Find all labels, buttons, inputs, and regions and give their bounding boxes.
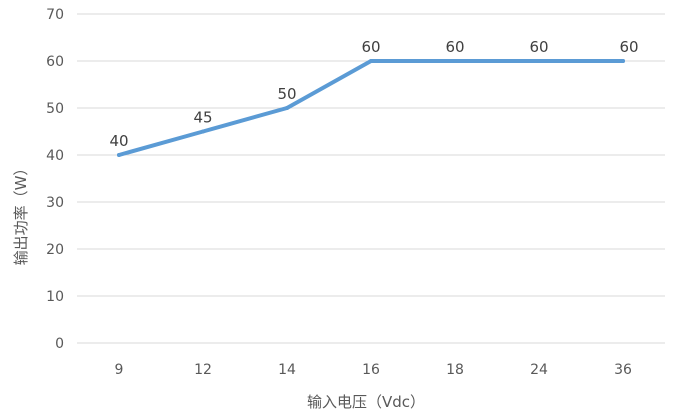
data-label: 60 bbox=[445, 38, 464, 56]
x-tick-label: 18 bbox=[446, 362, 464, 378]
x-tick-label: 14 bbox=[278, 362, 296, 378]
data-point bbox=[621, 59, 625, 63]
x-axis-title: 输入电压（Vdc） bbox=[307, 393, 425, 411]
data-point bbox=[369, 59, 373, 63]
y-tick-label: 60 bbox=[46, 54, 64, 70]
y-tick-label: 10 bbox=[46, 289, 64, 305]
y-tick-label: 40 bbox=[46, 148, 64, 164]
x-tick-label: 36 bbox=[614, 362, 632, 378]
gridlines bbox=[77, 13, 665, 344]
x-tick-label: 9 bbox=[115, 362, 124, 378]
data-label: 60 bbox=[361, 38, 380, 56]
series bbox=[117, 59, 625, 157]
y-tick-label: 30 bbox=[46, 195, 64, 211]
data-label: 60 bbox=[529, 38, 548, 56]
y-tick-label: 70 bbox=[46, 7, 64, 23]
data-labels: 40 45 50 60 60 60 60 bbox=[109, 38, 638, 150]
data-label: 50 bbox=[277, 85, 296, 103]
y-axis-title: 输出功率（W） bbox=[12, 161, 30, 266]
data-point bbox=[285, 106, 289, 110]
data-point bbox=[453, 59, 457, 63]
data-point bbox=[201, 129, 205, 134]
x-tick-label: 24 bbox=[530, 362, 548, 378]
y-tick-label: 50 bbox=[46, 101, 64, 117]
data-label: 40 bbox=[109, 132, 128, 150]
data-point bbox=[537, 59, 541, 63]
x-tick-label: 12 bbox=[194, 362, 212, 378]
data-label: 45 bbox=[193, 109, 212, 127]
data-point bbox=[117, 153, 121, 157]
y-tick-label: 20 bbox=[46, 242, 64, 258]
y-axis-ticks: 0 10 20 30 40 50 60 70 bbox=[46, 7, 64, 352]
x-axis-ticks: 9 12 14 16 18 24 36 bbox=[115, 362, 632, 378]
data-label: 60 bbox=[619, 38, 638, 56]
y-tick-label: 0 bbox=[55, 336, 64, 352]
x-tick-label: 16 bbox=[362, 362, 380, 378]
